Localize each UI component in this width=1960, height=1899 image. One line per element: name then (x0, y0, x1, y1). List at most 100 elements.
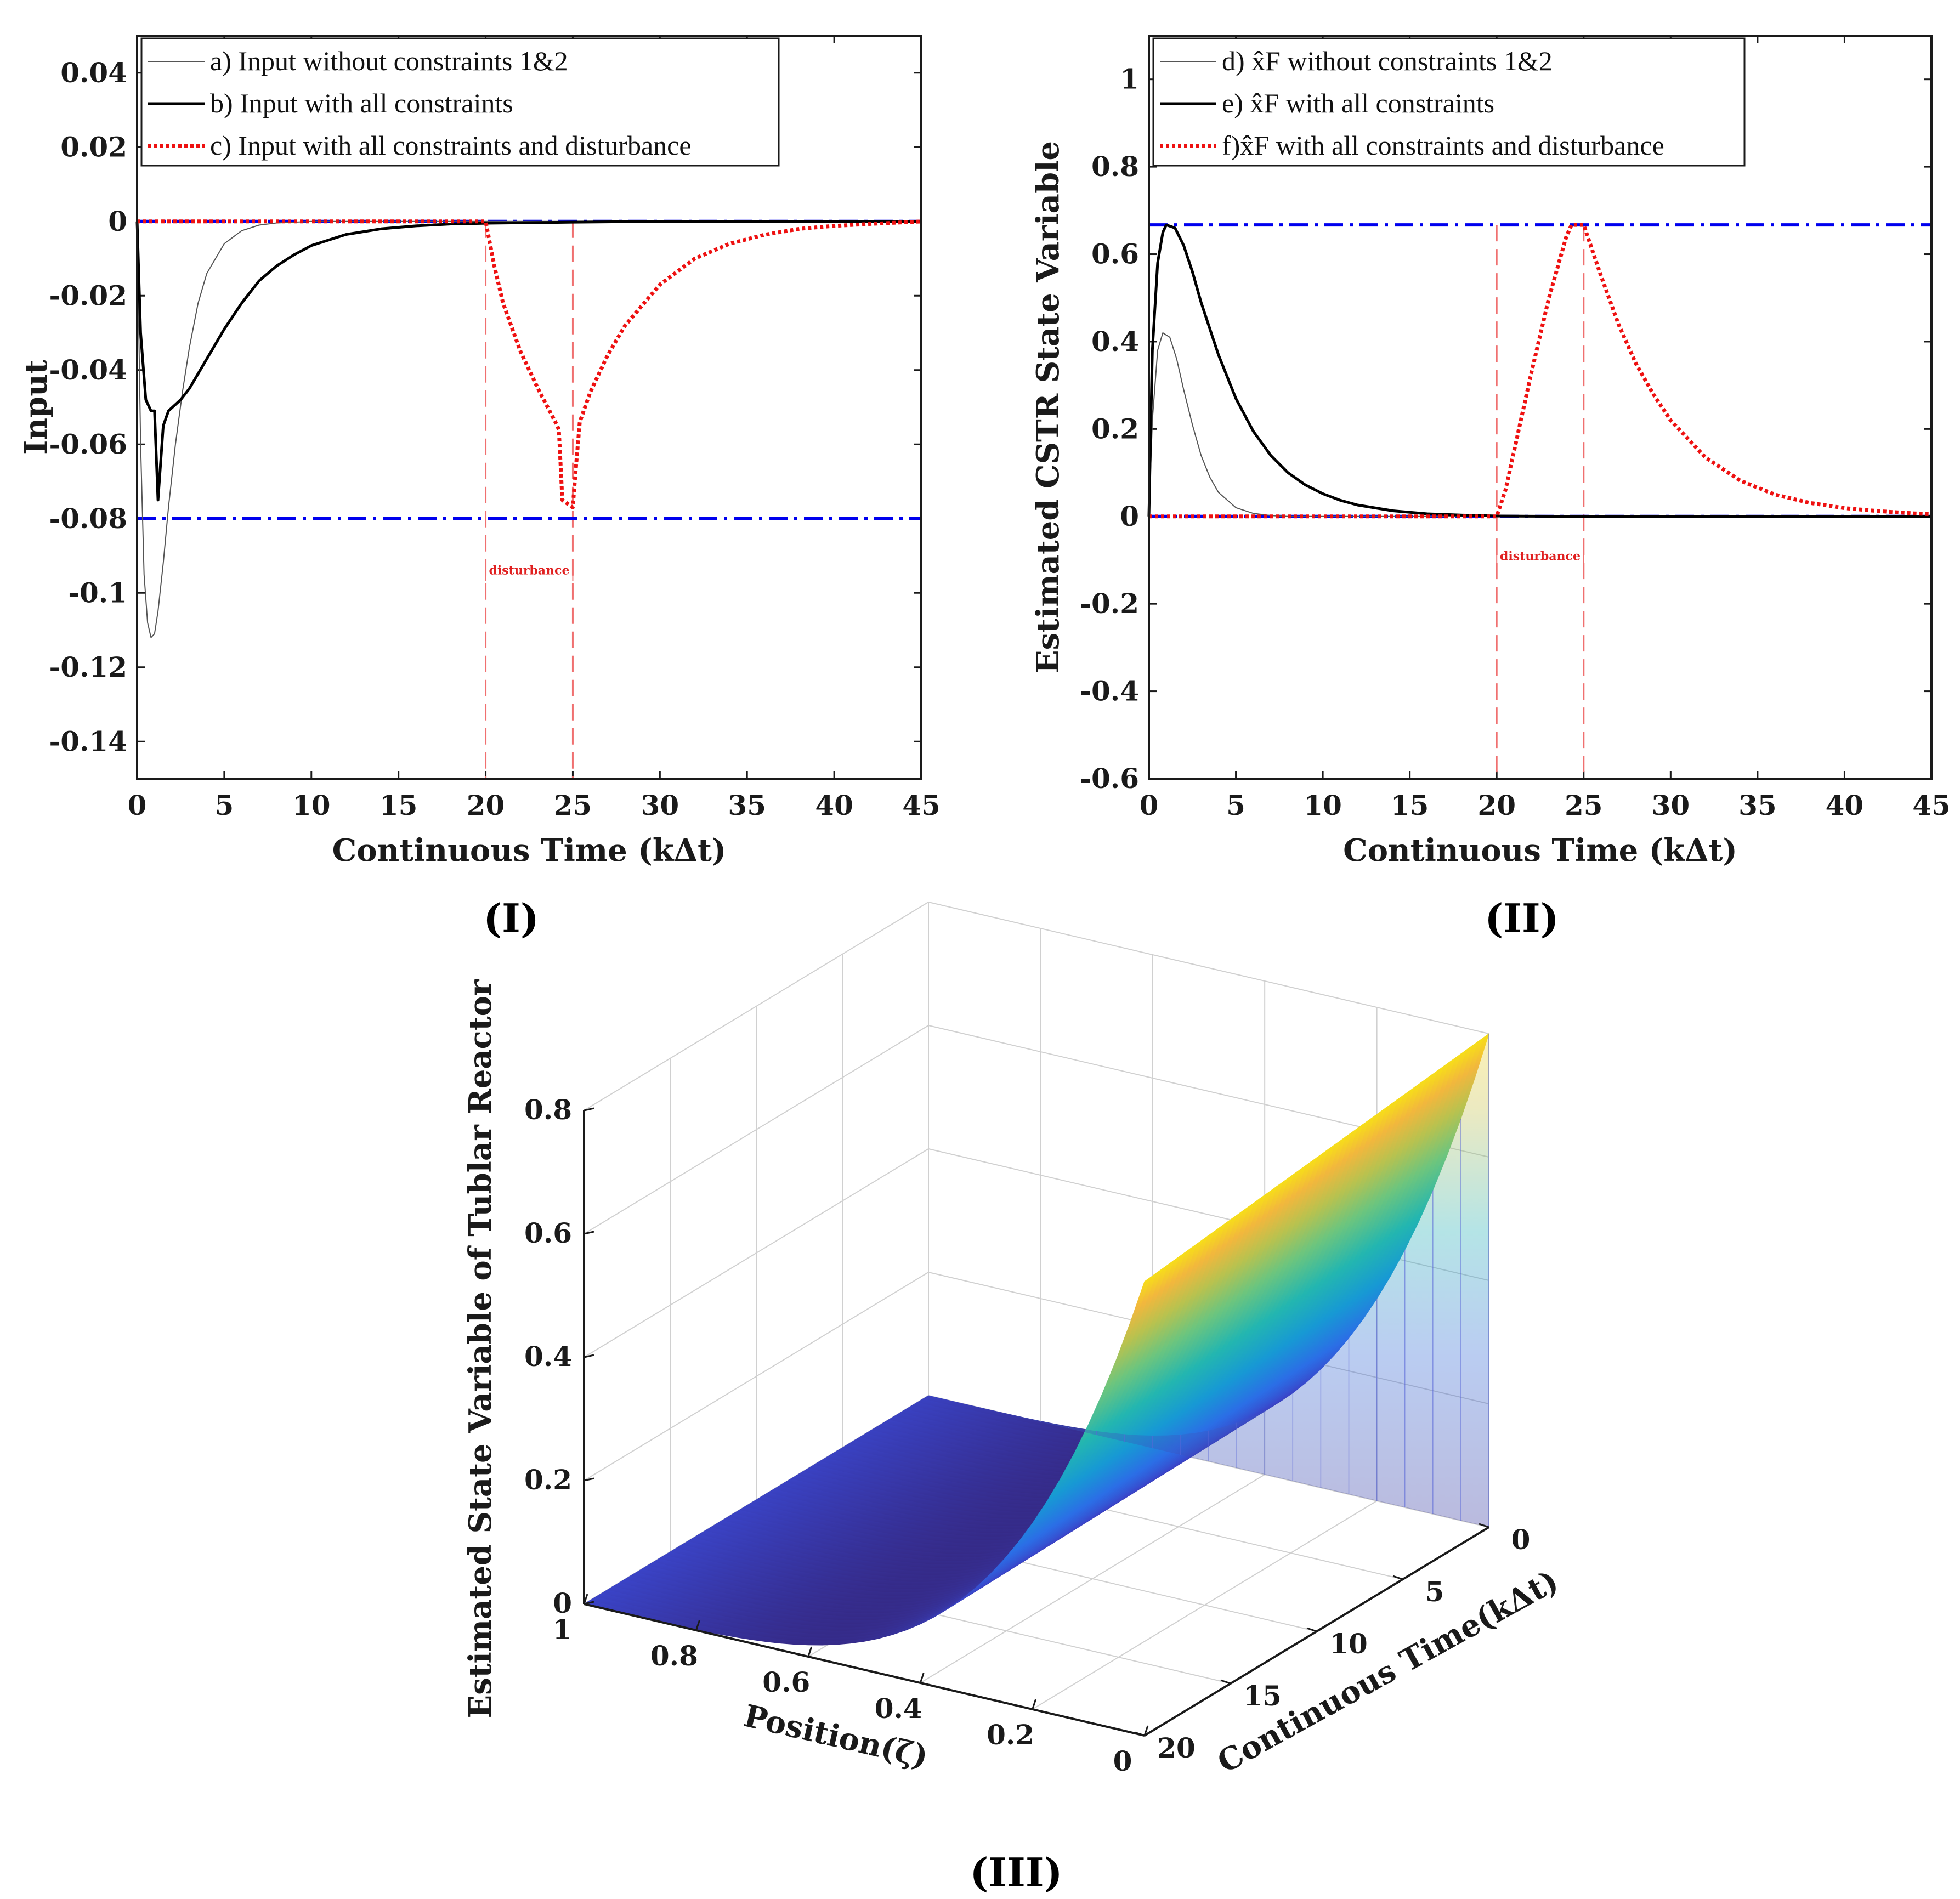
x-tick-label: 0 (1140, 789, 1159, 821)
x-tick-label: 10 (292, 789, 331, 821)
x-tick-label: 45 (1912, 789, 1951, 821)
z-tick-mark (584, 1107, 594, 1112)
legend-box (140, 37, 780, 167)
x-tick-label: 35 (728, 789, 766, 821)
z-tick-label: 0.4 (524, 1340, 572, 1373)
legend-entry-b: b) Input with all constraints (210, 88, 513, 118)
y-axis-label: Input (18, 360, 54, 455)
x-tick-label: 15 (1391, 789, 1429, 821)
y-tick-label: -0.06 (49, 428, 127, 460)
plot-frame (1148, 35, 1933, 780)
position-tick-label: 0.4 (875, 1692, 922, 1725)
position-tick-mark (807, 1646, 813, 1657)
x-tick-label: 5 (214, 789, 234, 821)
y-tick-label: -0.02 (49, 279, 127, 311)
time-tick-label: 20 (1157, 1732, 1196, 1764)
position-tick-label: 0.6 (762, 1666, 810, 1698)
x-tick-label: 30 (1652, 789, 1690, 821)
x-tick-label: 35 (1738, 789, 1777, 821)
y-tick-label: 0.2 (1091, 412, 1139, 445)
x-tick-label: 45 (902, 789, 941, 821)
time-tick-label: 5 (1425, 1575, 1444, 1608)
time-tick-label: 15 (1243, 1680, 1282, 1712)
y-tick-label: -0.08 (49, 502, 127, 535)
z-tick-mark (584, 1231, 594, 1235)
y-tick-label: 0.4 (1091, 325, 1139, 358)
y-tick-label: -0.12 (49, 651, 127, 683)
z-tick-label: 0 (553, 1587, 572, 1619)
x-tick-label: 10 (1304, 789, 1342, 821)
legend-box (1152, 37, 1746, 167)
y-tick-label: -0.2 (1080, 587, 1139, 620)
position-tick-label: 0 (1113, 1745, 1132, 1777)
time-tick-mark (1479, 1523, 1489, 1528)
y-axis-label: Estimated CSTR State Variable (1030, 141, 1066, 673)
panel-label-ii: (II) (1485, 895, 1559, 942)
position-tick-mark (1143, 1725, 1149, 1736)
legend-entry-a: a) Input without constraints 1&2 (210, 46, 568, 76)
panel-label-i: (I) (483, 895, 539, 942)
disturbance-label: disturbance (1500, 549, 1581, 563)
position-axis-line (584, 1603, 1145, 1737)
position-tick-label: 0.2 (987, 1719, 1034, 1751)
z-tick-mark (584, 1354, 594, 1358)
time-tick-mark (1306, 1627, 1317, 1632)
legend-entry-d: d) x̂F without constraints 1&2 (1222, 46, 1553, 76)
position-tick-mark (583, 1594, 588, 1605)
legend-entry-c: c) Input with all constraints and distur… (210, 130, 692, 161)
time-tick-mark (1392, 1575, 1403, 1580)
series-line-f (1149, 223, 1932, 519)
y-tick-label: 0.8 (1091, 150, 1139, 183)
disturbance-label: disturbance (489, 563, 570, 577)
x-axis-label: Continuous Time (kΔt) (332, 832, 727, 869)
x-tick-label: 40 (815, 789, 853, 821)
z-axis-label: Estimated State Variable of Tublar React… (462, 979, 499, 1719)
time-tick-label: 10 (1329, 1628, 1368, 1660)
x-tick-label: 20 (467, 789, 505, 821)
chart-tubular-surface: 0 0.2 0.4 0.6 0.8 1 0.8 0.6 0.4 0.2 0 0 5 10 15 20 Estim… (462, 901, 1565, 1781)
panel-label-iii: (III) (970, 1849, 1062, 1896)
z-tick-label: 0.2 (524, 1464, 572, 1496)
x-tick-label: 25 (554, 789, 592, 821)
y-tick-label: 0 (108, 205, 127, 237)
y-tick-label: -0.1 (68, 576, 127, 609)
x-axis-label: Continuous Time (kΔt) (1343, 832, 1737, 869)
x-tick-label: 40 (1826, 789, 1864, 821)
z-tick-label: 0.6 (524, 1217, 572, 1249)
position-tick-label: 1 (553, 1613, 572, 1646)
legend-entry-f: f)x̂F with all constraints and disturban… (1222, 130, 1664, 161)
x-tick-label: 5 (1226, 789, 1245, 821)
y-tick-label: -0.04 (49, 354, 127, 386)
time-axis-label: Continuous Time(kΔt) (1211, 1563, 1565, 1781)
x-tick-label: 30 (641, 789, 679, 821)
z-tick-mark (584, 1477, 594, 1482)
time-tick-mark (1134, 1731, 1145, 1737)
y-tick-label: 0 (1120, 500, 1139, 532)
position-tick-mark (1032, 1699, 1037, 1710)
x-tick-label: 0 (128, 789, 147, 821)
legend-entry-e: e) x̂F with all constraints (1222, 88, 1494, 118)
chart-cstr-state: Continuous Time (kΔt) Estimated CSTR Stat… (1030, 35, 1951, 869)
z-tick-mark (584, 1601, 594, 1605)
y-tick-label: -0.4 (1080, 675, 1139, 707)
position-tick-mark (695, 1620, 700, 1631)
time-tick-label: 0 (1511, 1523, 1531, 1556)
series-line-c (137, 219, 922, 509)
z-tick-label: 0.8 (524, 1093, 572, 1126)
y-tick-label: -0.14 (49, 725, 127, 757)
y-tick-label: -0.6 (1080, 762, 1139, 795)
series-line-b (135, 220, 921, 502)
y-tick-label: 1 (1120, 63, 1139, 95)
plot-frame (136, 35, 922, 780)
time-tick-mark (1220, 1679, 1231, 1685)
x-tick-label: 25 (1565, 789, 1603, 821)
chart-input: Continuous Time (kΔt) Input 0 5 10 15 20 25 30 35… (18, 35, 941, 869)
y-tick-label: 0.6 (1091, 238, 1139, 270)
y-tick-label: 0.02 (60, 131, 127, 163)
x-tick-label: 15 (379, 789, 418, 821)
y-tick-label: 0.04 (60, 56, 127, 89)
x-tick-label: 20 (1477, 789, 1516, 821)
series-line-d (1148, 332, 1931, 517)
position-tick-mark (919, 1673, 925, 1683)
